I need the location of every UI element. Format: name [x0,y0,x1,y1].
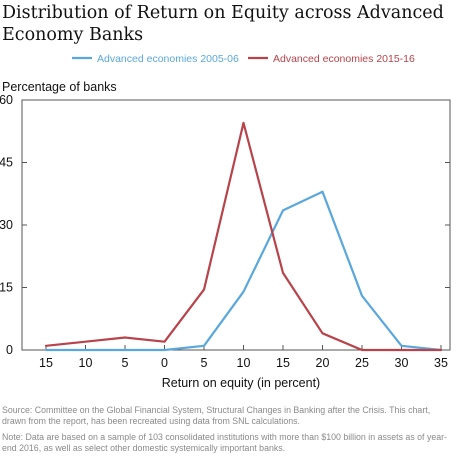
x-tick-label: 5 [122,356,129,370]
x-axis-label: Return on equity (in percent) [162,376,320,390]
y-tick-label: 30 [0,218,13,232]
y-tick-label: 0 [6,343,13,357]
x-tick-label: 35 [434,356,448,370]
x-tick-label: 0 [161,356,168,370]
y-tick-label: 45 [0,156,13,170]
legend-label-1: Advanced economies 2005-06 [97,53,239,65]
chart-title: Distribution of Return on Equity across … [2,3,444,45]
series-line-1 [44,190,443,352]
x-tick-label: 10 [79,356,93,370]
x-tick-label: 25 [355,356,369,370]
x-tick-label: 5 [201,356,208,370]
data-note: Note: Data are based on a sample of 103 … [2,432,447,453]
source-note: Source: Committee on the Global Financia… [2,405,431,426]
y-tick-label: 60 [0,93,13,107]
chart-legend: Advanced economies 2005-06 Advanced econo… [72,53,415,65]
x-tick-label: 30 [395,356,409,370]
series-lines [44,121,443,352]
x-axis-ticks: 15 10 5 0 5 10 15 20 25 30 35 [39,345,448,370]
series-line-2 [44,121,443,352]
y-axis-label: Percentage of banks [2,80,117,94]
y-axis-ticks: 0 15 30 45 60 [0,93,450,357]
x-tick-label: 15 [276,356,290,370]
chart-notes: Source: Committee on the Global Financia… [2,405,454,459]
x-tick-label: 20 [316,356,330,370]
x-tick-label: 15 [39,356,53,370]
line-chart: Advanced economies 2005-06 Advanced econo… [0,53,451,390]
plot-area-frame [21,99,451,351]
legend-label-2: Advanced economies 2015-16 [273,53,415,65]
y-tick-label: 15 [0,281,13,295]
x-tick-label: 10 [237,356,251,370]
